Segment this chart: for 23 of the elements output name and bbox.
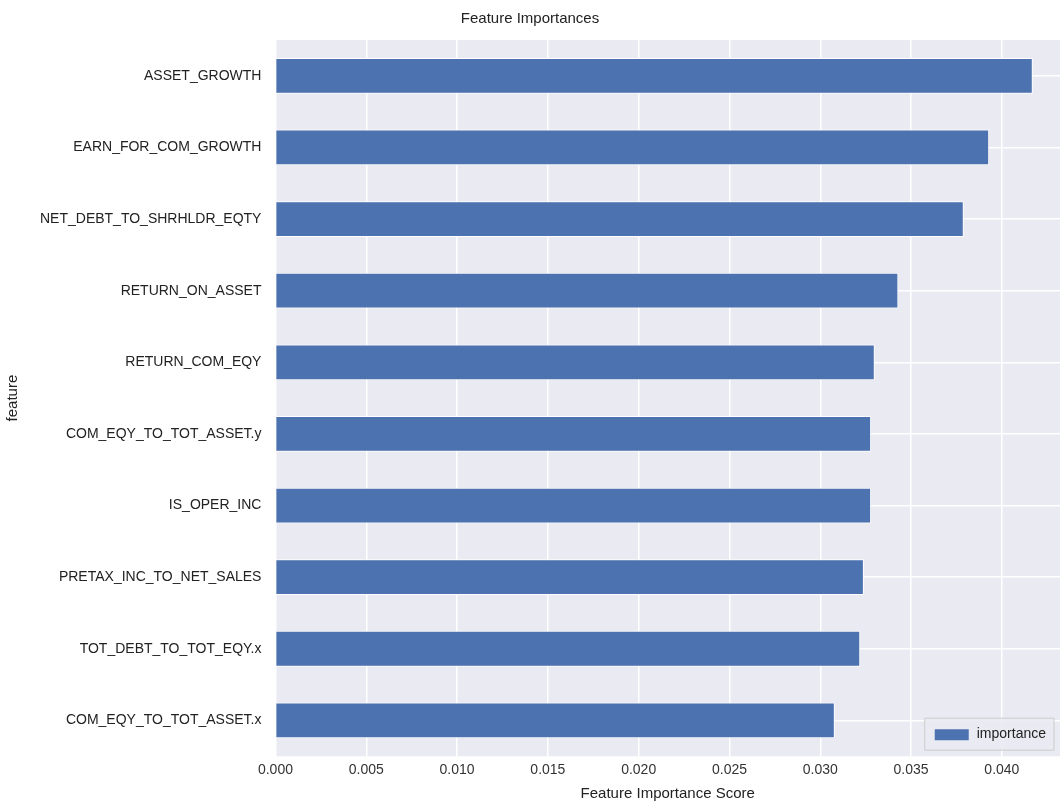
y-tick-label: IS_OPER_INC (168, 496, 262, 513)
y-tick-label: EARN_FOR_COM_GROWTH (73, 138, 262, 155)
x-tick-label: 0.035 (893, 761, 929, 778)
x-axis-title: Feature Importance Score (580, 784, 755, 802)
chart-title: Feature Importances (460, 9, 600, 27)
y-axis-title: feature (3, 374, 21, 422)
x-tick-label: 0.040 (984, 761, 1020, 778)
x-tick-label: 0.025 (711, 761, 748, 778)
legend-label: importance (976, 725, 1047, 742)
y-tick-label: RETURN_ON_ASSET (120, 281, 262, 298)
y-tick-label: COM_EQY_TO_TOT_ASSET.x (65, 711, 262, 728)
y-tick-label: TOT_DEBT_TO_TOT_EQY.x (79, 639, 262, 656)
y-tick-label: NET_DEBT_TO_SHRHLDR_EQTY (40, 209, 263, 226)
y-tick-label: ASSET_GROWTH (144, 66, 262, 83)
x-tick-label: 0.015 (530, 761, 566, 778)
x-tick-label: 0.030 (802, 761, 839, 778)
y-tick-label: RETURN_COM_EQY (125, 353, 263, 370)
y-tick-label: COM_EQY_TO_TOT_ASSET.y (65, 424, 262, 441)
y-tick-label: PRETAX_INC_TO_NET_SALES (58, 568, 262, 585)
x-tick-label: 0.005 (348, 761, 384, 778)
x-tick-label: 0.010 (439, 761, 475, 778)
x-tick-label: 0.020 (621, 761, 657, 778)
x-tick-label: 0.000 (257, 761, 294, 778)
